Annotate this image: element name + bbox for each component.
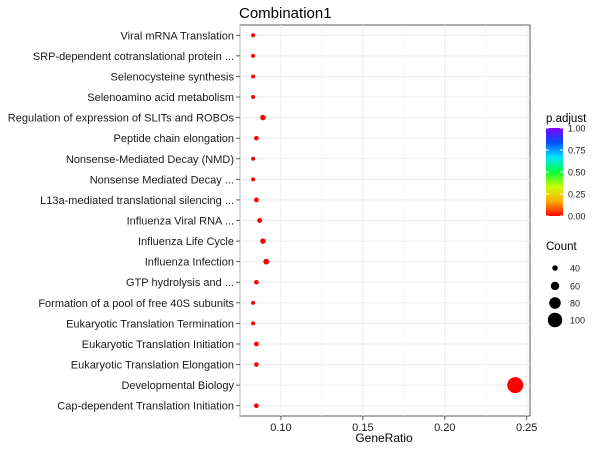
y-axis: Viral mRNA Translation SRP-dependent cotr… bbox=[8, 30, 240, 413]
x-tick-label: 0.20 bbox=[434, 422, 455, 434]
data-point bbox=[507, 377, 524, 394]
y-tick-label: Eukaryotic Translation Elongation bbox=[71, 360, 234, 372]
p-adjust-colorbar bbox=[546, 128, 563, 216]
colorbar-tick-label: 0.00 bbox=[568, 212, 586, 222]
data-point bbox=[251, 321, 256, 326]
data-point bbox=[254, 403, 259, 409]
colorbar-tick-label: 1.00 bbox=[568, 124, 586, 134]
data-points bbox=[251, 33, 524, 409]
data-point bbox=[251, 95, 256, 100]
data-point bbox=[254, 341, 259, 347]
y-tick-label: Regulation of expression of SLITs and RO… bbox=[8, 113, 235, 125]
count-legend-label: 40 bbox=[570, 264, 580, 274]
x-tick-label: 0.15 bbox=[352, 422, 373, 434]
data-point bbox=[260, 238, 266, 244]
y-tick-label: Formation of a pool of free 40S subunits bbox=[38, 298, 234, 310]
count-legend-title: Count bbox=[546, 241, 577, 253]
y-tick-label: Influenza Viral RNA ... bbox=[127, 216, 234, 228]
data-point bbox=[254, 279, 259, 285]
y-tick-label: Peptide chain elongation bbox=[114, 133, 234, 145]
data-point bbox=[260, 114, 266, 121]
y-tick-label: Influenza Life Cycle bbox=[138, 236, 234, 248]
data-point bbox=[263, 258, 270, 265]
y-tick-label: Influenza Infection bbox=[145, 257, 234, 269]
x-tick-label: 0.25 bbox=[516, 422, 537, 434]
y-tick-label: L13a-mediated translational silencing ..… bbox=[40, 195, 234, 207]
x-tick-label: 0.10 bbox=[270, 422, 291, 434]
data-point bbox=[254, 197, 259, 203]
data-point bbox=[251, 177, 256, 182]
x-axis: 0.10 0.15 0.20 0.25 bbox=[270, 416, 537, 434]
y-tick-label: Eukaryotic Translation Termination bbox=[66, 318, 234, 330]
data-point bbox=[251, 33, 256, 38]
y-tick-label: Selenoamino acid metabolism bbox=[87, 92, 234, 104]
count-legend-dot bbox=[547, 312, 563, 328]
count-legend-dot bbox=[550, 281, 560, 291]
data-point bbox=[251, 74, 256, 79]
y-tick-label: Cap-dependent Translation Initiation bbox=[57, 401, 234, 413]
chart-title: Combination1 bbox=[239, 5, 332, 22]
data-point bbox=[251, 300, 256, 305]
y-tick-label: Viral mRNA Translation bbox=[120, 30, 234, 42]
p-adjust-legend-title: p.adjust bbox=[546, 113, 587, 125]
y-tick-label: SRP-dependent cotranslational protein ..… bbox=[33, 51, 234, 63]
grid-lines bbox=[239, 25, 530, 416]
data-point bbox=[254, 135, 259, 141]
data-point bbox=[251, 156, 256, 161]
colorbar-tick-label: 0.25 bbox=[568, 190, 586, 200]
count-legend-dot bbox=[549, 297, 561, 309]
count-legend-dot bbox=[552, 265, 558, 271]
x-axis-label: GeneRatio bbox=[355, 431, 413, 445]
count-legend: Count 40 60 80 100 bbox=[546, 241, 585, 328]
colorbar-tick-label: 0.75 bbox=[568, 146, 586, 156]
y-tick-label: Nonsense-Mediated Decay (NMD) bbox=[66, 154, 234, 166]
count-legend-label: 80 bbox=[570, 299, 580, 309]
colorbar-tick-label: 0.50 bbox=[568, 168, 586, 178]
y-tick-label: GTP hydrolysis and ... bbox=[126, 277, 234, 289]
count-legend-label: 100 bbox=[570, 316, 585, 326]
data-point bbox=[254, 362, 259, 367]
count-legend-label: 60 bbox=[570, 282, 580, 292]
data-point bbox=[251, 53, 256, 58]
p-adjust-legend: p.adjust 1.00 0.75 0.50 0.25 0.00 bbox=[546, 113, 587, 222]
plot-area: Viral mRNA Translation SRP-dependent cotr… bbox=[8, 24, 537, 434]
y-tick-label: Nonsense Mediated Decay ... bbox=[90, 174, 234, 186]
y-tick-label: Eukaryotic Translation Initiation bbox=[82, 339, 234, 351]
data-point bbox=[257, 217, 263, 224]
y-tick-label: Developmental Biology bbox=[121, 380, 234, 392]
y-tick-label: Selenocysteine synthesis bbox=[110, 71, 234, 83]
